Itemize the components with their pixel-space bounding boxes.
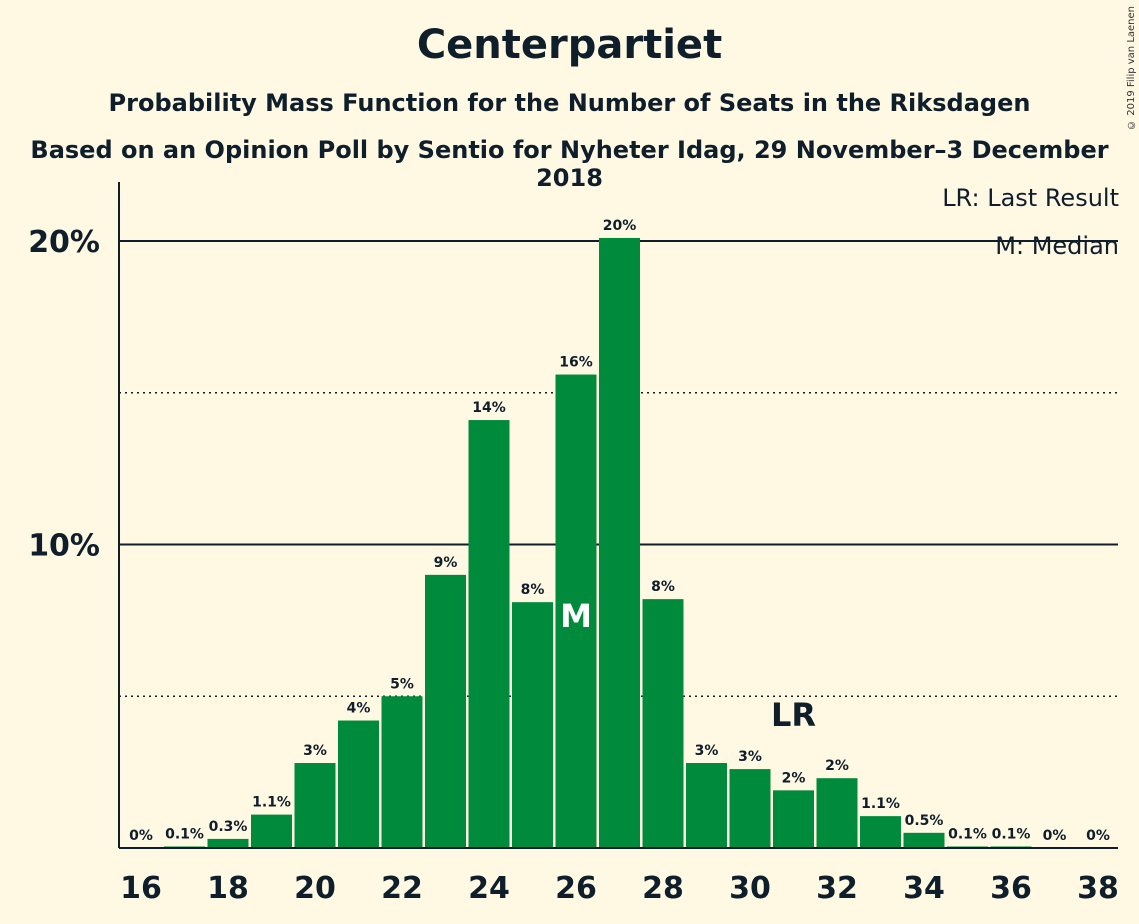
value-label-18: 0.3%: [209, 819, 248, 835]
bar-33: [860, 816, 901, 848]
bar-34: [903, 832, 945, 848]
bar-29: [686, 763, 727, 848]
bar-23: [425, 574, 466, 848]
value-label-21: 4%: [347, 701, 371, 717]
y-tick-20: 20%: [28, 225, 100, 260]
value-labels: 0% 0.1% 0.3%1.1%3%4%5%9%14%8%16%20%8%3% 3%2…: [129, 218, 1110, 844]
bar-24: [468, 420, 510, 848]
bar-25: [512, 602, 553, 848]
value-label-37: 0%: [1043, 828, 1067, 844]
bar-19: [251, 814, 292, 848]
chart-subtitle: Probability Mass Function for the Number…: [108, 89, 1031, 117]
bars: [164, 237, 1032, 849]
value-label-24: 14%: [472, 400, 506, 416]
x-tick-labels: 16 18 20 22 24 26 28 30 32 34 36 38: [120, 871, 1119, 906]
value-label-19: 1.1%: [252, 795, 291, 811]
x-tick-26: 26: [555, 871, 597, 906]
value-label-33: 1.1%: [861, 796, 900, 812]
bar-28: [642, 599, 684, 848]
bar-27: [599, 237, 640, 849]
legend-median: M: Median: [995, 232, 1119, 260]
bar-26: [555, 374, 597, 848]
x-tick-16: 16: [120, 871, 162, 906]
value-label-16: 0%: [129, 828, 153, 844]
value-label-27: 20%: [603, 218, 637, 234]
value-label-22: 5%: [390, 676, 414, 692]
bar-22: [381, 696, 423, 848]
value-label-32: 2%: [825, 758, 849, 774]
x-tick-36: 36: [990, 871, 1032, 906]
bar-18: [207, 838, 249, 848]
y-tick-labels: 10% 20%: [28, 225, 100, 564]
value-label-29: 3%: [695, 743, 719, 759]
value-label-35: 0.1%: [948, 826, 987, 842]
bar-21: [338, 720, 379, 848]
x-tick-30: 30: [729, 871, 771, 906]
axes: [118, 182, 1118, 849]
value-label-38: 0%: [1086, 828, 1110, 844]
bar-20: [294, 763, 336, 848]
legend-last-result: LR: Last Result: [942, 184, 1119, 212]
value-label-31: 2%: [782, 770, 806, 786]
x-tick-28: 28: [642, 871, 684, 906]
bar-31: [773, 790, 814, 848]
x-tick-24: 24: [468, 871, 510, 906]
value-label-30: 3%: [738, 749, 762, 765]
x-tick-38: 38: [1077, 871, 1119, 906]
value-label-28: 8%: [651, 579, 675, 595]
markers: M LR: [560, 597, 816, 734]
last-result-marker: LR: [771, 696, 816, 734]
value-label-23: 9%: [434, 555, 458, 571]
value-label-20: 3%: [303, 743, 327, 759]
x-tick-20: 20: [294, 871, 336, 906]
value-label-17: 0.1%: [165, 826, 204, 842]
value-label-36: 0.1%: [992, 826, 1031, 842]
median-marker: M: [560, 597, 592, 635]
chart-title: Centerpartiet: [416, 22, 723, 68]
x-tick-34: 34: [903, 871, 945, 906]
value-label-25: 8%: [521, 582, 545, 598]
bar-32: [816, 778, 858, 848]
x-tick-32: 32: [816, 871, 858, 906]
x-tick-18: 18: [207, 871, 249, 906]
bar-30: [729, 769, 771, 848]
value-label-34: 0.5%: [905, 813, 944, 829]
value-label-26: 16%: [559, 355, 593, 371]
y-tick-10: 10%: [28, 529, 100, 564]
chart-subtitle-source: Based on an Opinion Poll by Sentio for N…: [30, 136, 1109, 192]
x-tick-22: 22: [381, 871, 423, 906]
